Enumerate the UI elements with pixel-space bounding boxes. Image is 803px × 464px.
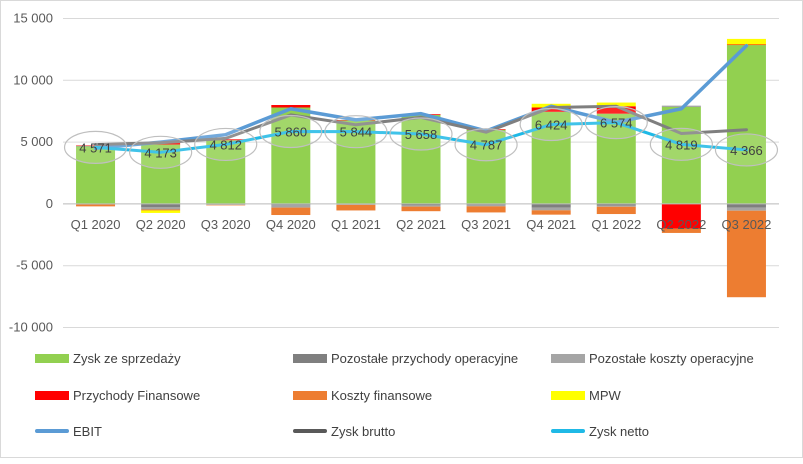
bar-segment	[336, 204, 376, 211]
bar-segment	[596, 106, 636, 114]
bar-segment	[726, 45, 766, 204]
x-tick-label: Q4 2021	[526, 217, 576, 232]
bar-segment	[726, 203, 766, 208]
y-tick-label: -5 000	[16, 258, 53, 273]
bar-segment	[401, 203, 441, 206]
data-label-callout	[649, 127, 713, 161]
y-tick-label: -10 000	[9, 320, 53, 335]
bar-segment	[726, 207, 766, 211]
bar-segment	[271, 107, 311, 204]
data-label-callout	[714, 133, 779, 167]
data-label: 6 424	[535, 117, 568, 132]
y-tick-label: 0	[46, 196, 53, 211]
data-label-callout	[194, 127, 258, 162]
bar-segment	[596, 113, 636, 204]
bar-segment	[596, 203, 636, 206]
bar-segment	[336, 120, 376, 204]
data-label: 5 860	[275, 124, 308, 139]
data-label: 4 819	[665, 137, 698, 152]
x-tick-label: Q3 2020	[201, 217, 251, 232]
bar-segment	[661, 105, 701, 107]
bar-segment	[661, 106, 701, 204]
data-label: 5 844	[340, 125, 373, 140]
bar-segment	[466, 206, 506, 213]
data-label: 5 658	[405, 127, 438, 142]
data-label-callout	[129, 135, 193, 169]
data-label-callout	[519, 107, 583, 142]
line-series	[94, 121, 748, 154]
bar-segment	[531, 207, 571, 211]
data-label: 4 812	[209, 137, 242, 152]
bar-segment	[141, 203, 181, 207]
bar-segment	[596, 102, 636, 107]
bar-segment	[141, 210, 181, 213]
x-tick-label: Q3 2021	[461, 217, 511, 232]
data-label-callout	[324, 115, 388, 149]
bar-segment	[531, 210, 571, 215]
data-label: 4 173	[144, 145, 177, 160]
bar-segment	[401, 114, 441, 204]
data-label: 4 366	[730, 143, 763, 158]
data-label: 4 787	[470, 138, 503, 153]
bar-segment	[531, 203, 571, 208]
bar-segment	[531, 107, 571, 112]
x-tick-label: Q2 2022	[656, 217, 706, 232]
bar-segment	[141, 206, 181, 210]
x-tick-label: Q1 2022	[591, 217, 641, 232]
bar-segment	[661, 228, 701, 233]
y-tick-label: 5 000	[20, 134, 53, 149]
bar-segment	[271, 204, 311, 208]
bar-segment	[726, 210, 766, 298]
bar-segment	[466, 204, 506, 207]
x-tick-label: Q4 2020	[266, 217, 316, 232]
bar-segment	[726, 38, 766, 45]
line-series	[93, 43, 749, 151]
bar-segment	[271, 105, 311, 108]
bar-segment	[76, 204, 116, 207]
data-label-callout	[389, 117, 453, 151]
bar-segment	[76, 146, 116, 204]
bar-segment	[141, 209, 181, 211]
data-label: 6 574	[600, 116, 633, 131]
data-label-callout	[63, 130, 128, 165]
bar-segment	[596, 205, 636, 207]
bar-segment	[141, 144, 181, 204]
bar-segment	[206, 140, 246, 204]
data-label-callout	[584, 106, 648, 140]
bar-segment	[206, 204, 246, 206]
bar-segment	[401, 206, 441, 212]
x-tick-label: Q1 2020	[71, 217, 121, 232]
y-tick-label: 10 000	[13, 72, 53, 87]
bar-segment	[596, 206, 636, 215]
y-tick-label: 15 000	[13, 11, 53, 26]
x-tick-label: Q1 2021	[331, 217, 381, 232]
data-label: 4 571	[79, 140, 112, 155]
data-label-callout	[259, 114, 323, 149]
bar-segment	[661, 203, 701, 229]
x-tick-label: Q3 2022	[722, 217, 772, 232]
x-tick-label: Q2 2021	[396, 217, 446, 232]
bar-segment	[271, 207, 311, 216]
bar-segment	[401, 205, 441, 207]
x-tick-label: Q2 2020	[136, 217, 186, 232]
data-label-callout	[454, 128, 518, 162]
